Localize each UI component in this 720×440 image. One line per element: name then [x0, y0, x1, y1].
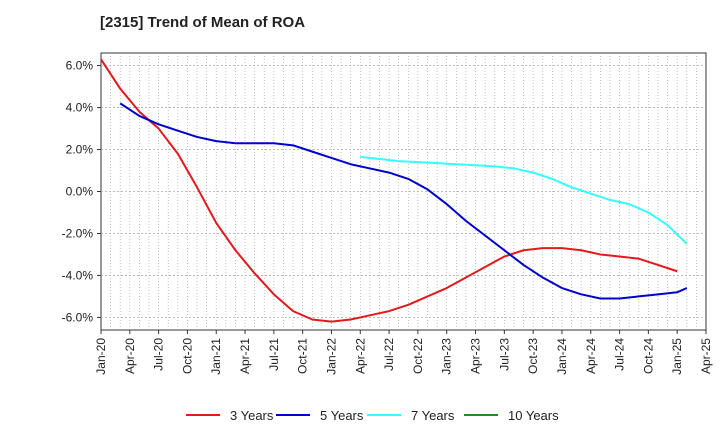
- legend-swatch: [186, 414, 220, 416]
- x-tick-label: Apr-20: [123, 338, 137, 374]
- x-tick-label: Jan-22: [324, 338, 338, 375]
- x-tick-label: Jan-25: [670, 338, 684, 375]
- x-tick-label: Jan-21: [209, 338, 223, 375]
- x-tick-label: Oct-21: [296, 338, 310, 374]
- legend-label: 10 Years: [508, 407, 559, 423]
- series-line-5-years: [119, 102, 688, 300]
- plot-area: [100, 52, 707, 331]
- x-tick-label: Apr-23: [469, 338, 483, 374]
- x-tick-label: Jan-23: [440, 338, 454, 375]
- y-tick-label: 4.0%: [66, 101, 94, 115]
- legend-swatch: [367, 414, 401, 416]
- legend-label: 5 Years: [320, 407, 364, 423]
- y-tick-label: 0.0%: [66, 185, 94, 199]
- y-tick-label: -2.0%: [62, 226, 94, 240]
- x-tick-label: Oct-24: [641, 338, 655, 374]
- x-tick-label: Jul-20: [152, 338, 166, 371]
- legend-swatch: [276, 414, 310, 416]
- x-tick-label: Apr-21: [238, 338, 252, 374]
- y-tick-label: 2.0%: [66, 143, 94, 157]
- legend-label: 3 Years: [230, 407, 274, 423]
- x-tick-label: Apr-22: [353, 338, 367, 374]
- y-tick-label: -4.0%: [62, 268, 94, 282]
- x-tick-label: Oct-22: [411, 338, 425, 374]
- x-tick-label: Jan-20: [94, 338, 108, 375]
- x-tick-label: Jul-21: [267, 338, 281, 371]
- legend-label: 7 Years: [411, 407, 455, 423]
- x-tick-label: Jul-22: [382, 338, 396, 371]
- y-tick-label: -6.0%: [62, 310, 94, 324]
- series-line-3-years: [100, 58, 678, 323]
- series-line-7-years: [360, 155, 688, 245]
- legend-swatch: [464, 414, 498, 416]
- x-tick-label: Apr-25: [699, 338, 713, 374]
- legend-item: 7 Years: [367, 404, 454, 426]
- x-tick-label: Jul-24: [613, 338, 627, 371]
- chart-title: [2315] Trend of Mean of ROA: [100, 14, 306, 31]
- legend-item: 10 Years: [464, 404, 559, 426]
- x-tick-label: Oct-23: [526, 338, 540, 374]
- x-tick-label: Jan-24: [555, 338, 569, 375]
- x-tick-label: Apr-24: [584, 338, 598, 374]
- x-tick-label: Jul-23: [497, 338, 511, 371]
- legend-item: 5 Years: [276, 404, 363, 426]
- x-tick-label: Oct-20: [180, 338, 194, 374]
- chart-legend: 3 Years 5 Years 7 Years 10 Years: [0, 404, 720, 426]
- legend-item: 3 Years: [186, 404, 273, 426]
- y-tick-label: 6.0%: [66, 59, 94, 73]
